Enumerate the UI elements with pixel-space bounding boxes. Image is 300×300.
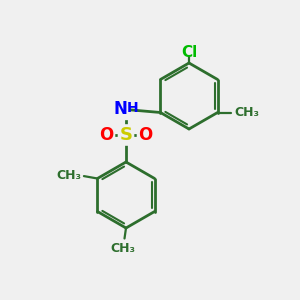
Text: O: O bbox=[138, 126, 153, 144]
Text: CH₃: CH₃ bbox=[110, 242, 136, 254]
Text: N: N bbox=[114, 100, 128, 118]
Text: Cl: Cl bbox=[181, 45, 197, 60]
Text: CH₃: CH₃ bbox=[56, 169, 81, 182]
Text: H: H bbox=[127, 101, 138, 115]
Text: O: O bbox=[99, 126, 114, 144]
Text: S: S bbox=[119, 126, 133, 144]
Text: CH₃: CH₃ bbox=[234, 106, 259, 119]
